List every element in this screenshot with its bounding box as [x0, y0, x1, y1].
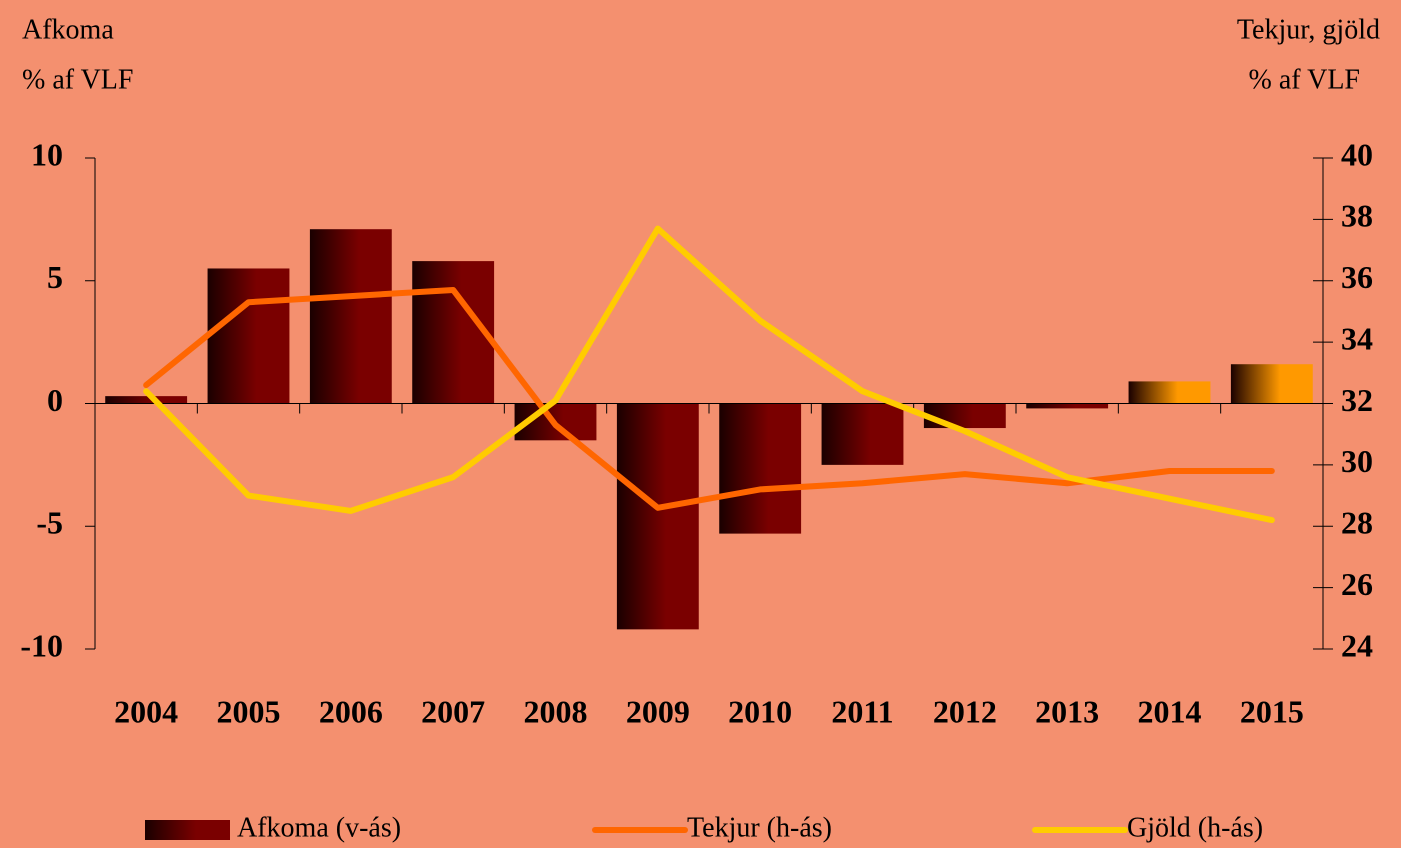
bar	[1026, 403, 1109, 409]
bar	[821, 403, 904, 465]
bar	[1230, 364, 1313, 404]
y2-tick-label: 24	[1341, 627, 1373, 663]
x-tick-label: 2011	[831, 693, 893, 729]
line	[143, 225, 1275, 524]
x-tick-label: 2012	[933, 693, 997, 729]
y-tick-label: 0	[47, 382, 63, 418]
x-tick-label: 2008	[524, 693, 588, 729]
y2-tick-label: 34	[1341, 320, 1373, 356]
x-tick-label: 2013	[1035, 693, 1099, 729]
y-tick-label: -10	[20, 627, 63, 663]
y-tick-label: 10	[31, 136, 63, 172]
y-axis-label: Afkoma	[22, 14, 114, 45]
y2-tick-label: 36	[1341, 259, 1373, 295]
y-tick-label: -5	[36, 505, 63, 541]
y2-tick-label: 28	[1341, 505, 1373, 541]
bar	[105, 396, 188, 404]
y2-axis-label: % af VLF	[1249, 64, 1360, 95]
x-tick-label: 2004	[114, 693, 178, 729]
legend-label: Gjöld (h-ás)	[1127, 812, 1263, 843]
bar	[616, 403, 699, 630]
x-tick-label: 2007	[421, 693, 485, 729]
bar	[719, 403, 802, 534]
y2-tick-label: 26	[1341, 566, 1373, 602]
y2-axis-label: Tekjur, gjöld	[1237, 14, 1380, 45]
x-tick-label: 2006	[319, 693, 383, 729]
y-tick-label: 5	[47, 259, 63, 295]
legend-swatch	[145, 820, 230, 840]
x-tick-label: 2014	[1138, 693, 1202, 729]
bar	[923, 403, 1006, 429]
x-tick-label: 2010	[728, 693, 792, 729]
bar	[412, 261, 495, 404]
y2-tick-label: 30	[1341, 443, 1373, 479]
y2-tick-label: 32	[1341, 382, 1373, 418]
y2-tick-label: 38	[1341, 198, 1373, 234]
x-tick-label: 2005	[217, 693, 281, 729]
x-tick-label: 2009	[626, 693, 690, 729]
bar	[309, 229, 392, 404]
legend-label: Tekjur (h-ás)	[687, 812, 832, 843]
bar	[1128, 381, 1211, 404]
bar	[207, 268, 290, 404]
x-tick-label: 2015	[1240, 693, 1304, 729]
legend-label: Afkoma (v-ás)	[237, 812, 401, 843]
y-axis-label: % af VLF	[22, 64, 133, 95]
y2-tick-label: 40	[1341, 136, 1373, 172]
